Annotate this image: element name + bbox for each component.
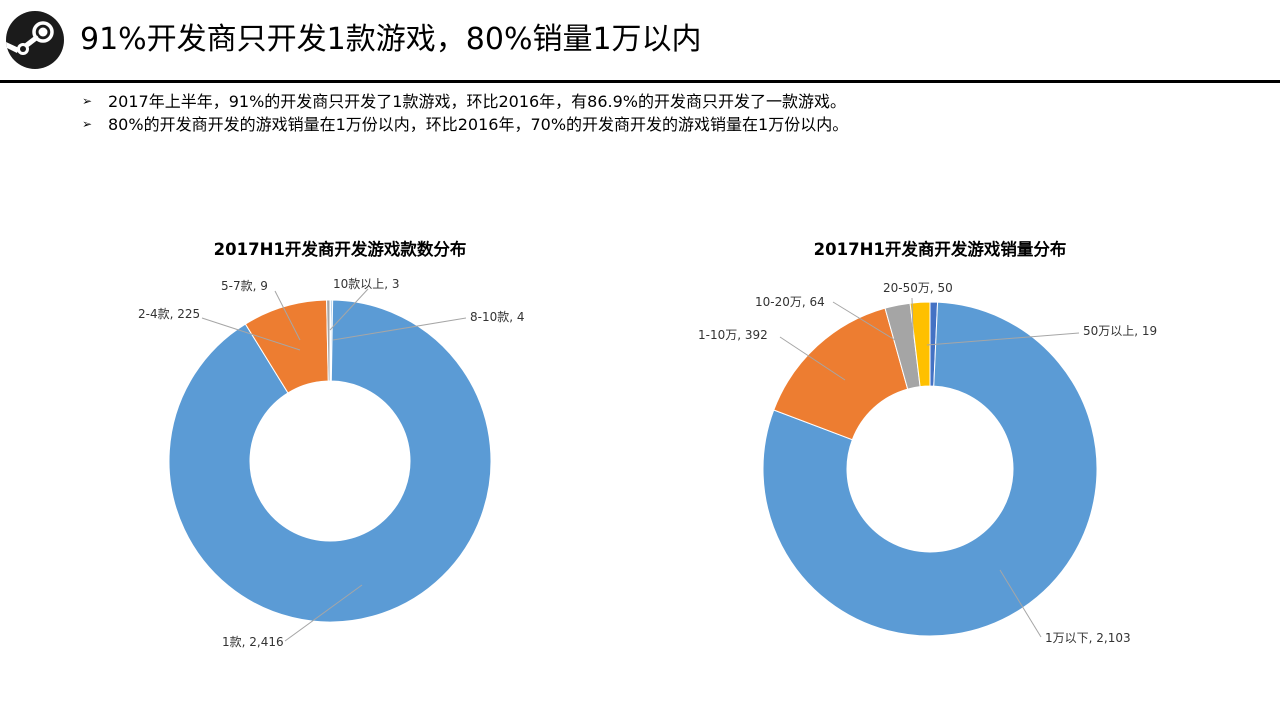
chart-1-leader-line-0 [329,288,369,331]
bullet-arrow-icon: ➢ [82,117,93,131]
page-title: 91%开发商只开发1款游戏，80%销量1万以内 [80,22,702,57]
chart-1-data-label-3: 2-4款, 225 [138,307,200,321]
chart-2-leader-line-4 [911,297,914,336]
chart-2-slice-1 [762,301,1098,637]
chart-2-leader-line-0 [926,332,1080,346]
chart-2-data-label-0: 50万以上, 19 [1083,324,1157,338]
header: 91%开发商只开发1款游戏，80%销量1万以内 [0,0,1280,83]
chart-1-data-label-4: 5-7款, 9 [221,279,268,293]
chart-1-title: 2017H1开发商开发游戏款数分布 [213,240,467,259]
chart-2-slice-4 [909,301,931,388]
bullet-item: ➢ 2017年上半年，91%的开发商只开发了1款游戏，环比2016年，有86.9… [82,90,1262,113]
chart-1-data-label-2: 1款, 2,416 [222,635,284,649]
chart-1-data-label-0: 10款以上, 3 [333,277,400,291]
bullet-text: 80%的开发商开发的游戏销量在1万份以内，环比2016年，70%的开发商开发的游… [108,115,849,134]
chart-2-leader-line-3 [832,301,896,341]
header-divider [0,80,1280,83]
chart-1-leader-line-1 [332,317,467,341]
chart-1-slice-2 [168,299,492,623]
chart-2-data-label-3: 10-20万, 64 [755,295,825,309]
chart-2-title: 2017H1开发商开发游戏销量分布 [813,240,1067,259]
bullet-arrow-icon: ➢ [82,94,93,108]
chart-2-leader-line-1 [999,569,1042,638]
chart-2-data-label-1: 1万以下, 2,103 [1045,631,1131,645]
chart-2-data-label-4: 20-50万, 50 [883,281,953,295]
chart-1-data-label-1: 8-10款, 4 [470,310,525,324]
chart-2-leader-line-2 [779,336,846,381]
steam-logo-icon [6,11,64,69]
bullet-item: ➢ 80%的开发商开发的游戏销量在1万份以内，环比2016年，70%的开发商开发… [82,113,1262,136]
bullet-list: ➢ 2017年上半年，91%的开发商只开发了1款游戏，环比2016年，有86.9… [82,90,1262,136]
chart-1-leader-line-4 [274,290,301,341]
bullet-text: 2017年上半年，91%的开发商只开发了1款游戏，环比2016年，有86.9%的… [108,92,847,111]
chart-2-data-label-2: 1-10万, 392 [698,328,768,342]
chart-1-leader-line-2 [284,584,363,642]
chart-1-slice-4 [326,299,331,382]
chart-1-leader-line-3 [201,317,301,351]
